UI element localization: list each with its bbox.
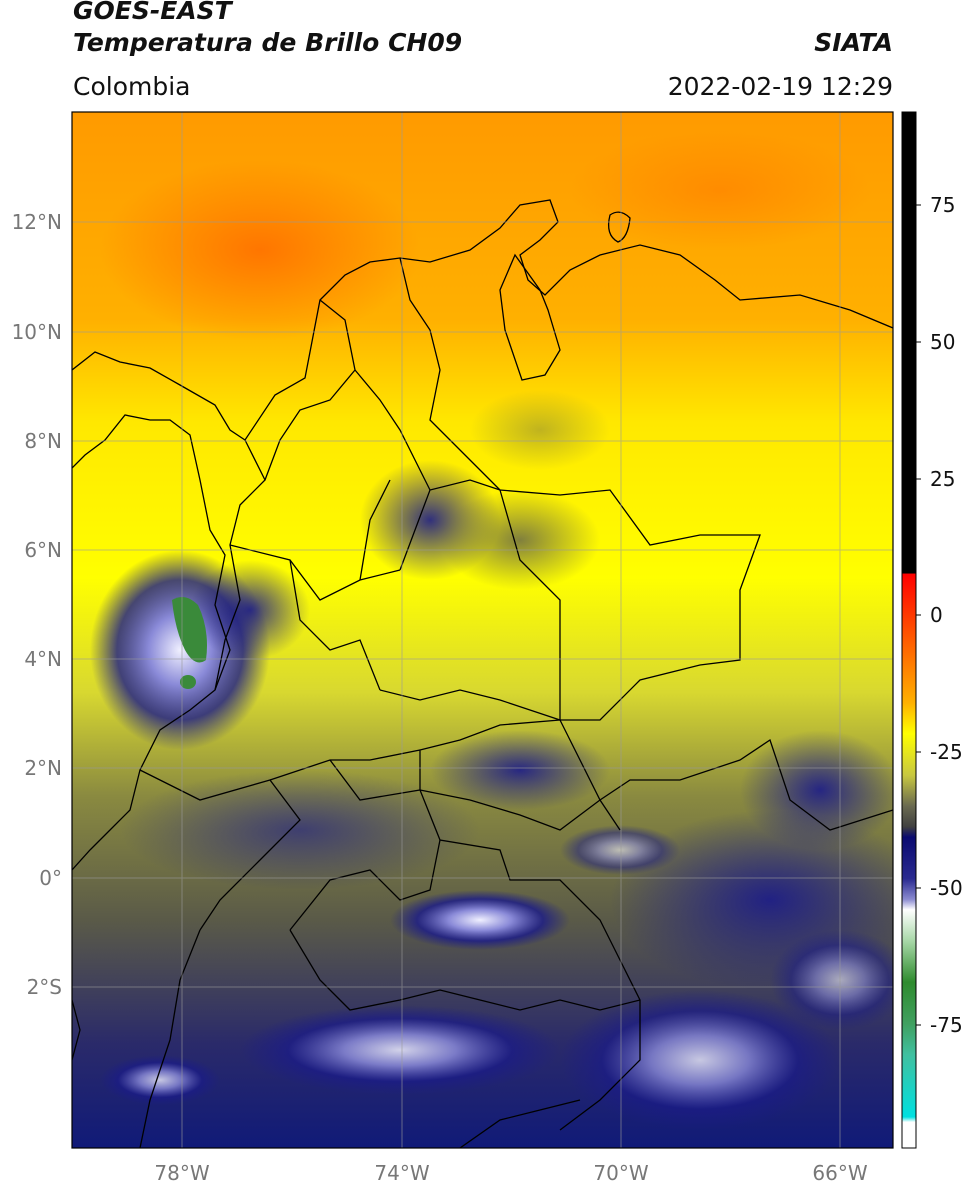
- colorbar-label: 50: [930, 330, 955, 354]
- green-cloud-top: [172, 596, 207, 663]
- colorbar-label: -75: [930, 1013, 963, 1037]
- lat-tick-label: 6°N: [24, 538, 62, 562]
- lat-tick-label: 8°N: [24, 429, 62, 453]
- lat-tick-label: 2°S: [27, 975, 62, 999]
- lat-tick-label: 2°N: [24, 756, 62, 780]
- colorbar-label: 25: [930, 467, 955, 491]
- map-frame: [71, 111, 894, 1149]
- colorbar-label: 75: [930, 193, 955, 217]
- coastlines-borders: [72, 199, 893, 1148]
- colorbar-label: -50: [930, 876, 963, 900]
- organization-label: SIATA: [814, 28, 893, 57]
- latitude-ticks: 12°N 10°N 8°N 6°N 4°N 2°N 0° 2°S: [12, 210, 62, 999]
- colorbar-label: 0: [930, 603, 943, 627]
- colorbar-label: -25: [930, 740, 963, 764]
- lat-tick-label: 12°N: [12, 210, 62, 234]
- colorbar: 75 50 25 0 -25 -50 -75: [901, 111, 963, 1149]
- lon-tick-label: 78°W: [154, 1161, 209, 1185]
- lon-tick-label: 66°W: [812, 1161, 867, 1185]
- graticule: [72, 112, 893, 1148]
- lat-tick-label: 0°: [39, 866, 62, 890]
- lat-tick-label: 10°N: [12, 320, 62, 344]
- product-title: Temperatura de Brillo CH09: [73, 28, 463, 57]
- satellite-title: GOES-EAST: [73, 0, 232, 25]
- satellite-imagery: [72, 112, 893, 1148]
- colorbar-scale: [901, 111, 917, 1149]
- timestamp-label: 2022-02-19 12:29: [667, 72, 893, 101]
- lon-tick-label: 74°W: [374, 1161, 429, 1185]
- longitude-ticks: 78°W 74°W 70°W 66°W: [154, 1161, 867, 1185]
- region-label: Colombia: [73, 72, 191, 101]
- lon-tick-label: 70°W: [593, 1161, 648, 1185]
- lat-tick-label: 4°N: [24, 647, 62, 671]
